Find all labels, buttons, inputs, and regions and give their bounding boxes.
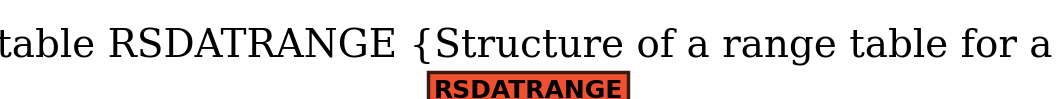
Text: SAP ABAP table RSDATRANGE {Structure of a range table for a date field}: SAP ABAP table RSDATRANGE {Structure of …: [0, 28, 1056, 66]
Text: RSDATRANGE: RSDATRANGE: [433, 79, 623, 99]
FancyBboxPatch shape: [428, 72, 628, 99]
